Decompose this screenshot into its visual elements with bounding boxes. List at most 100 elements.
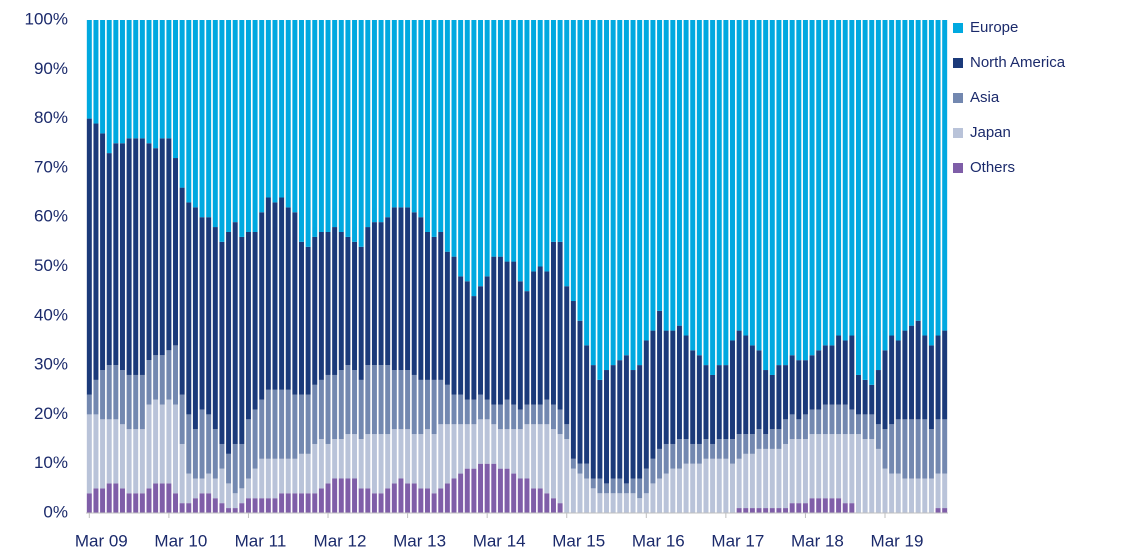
bar-segment: [663, 330, 669, 444]
bar-segment: [597, 478, 603, 494]
bar-segment: [398, 429, 404, 479]
bar-segment: [842, 340, 848, 405]
bar-segment: [411, 212, 417, 375]
bar-segment: [272, 202, 278, 390]
bar-segment: [676, 325, 682, 440]
bar-segment: [245, 478, 251, 499]
bar-segment: [928, 20, 934, 346]
bar-segment: [431, 20, 437, 237]
bar-segment: [491, 256, 497, 405]
bar-segment: [696, 443, 702, 464]
bar-segment: [411, 483, 417, 513]
bar-segment: [703, 439, 709, 459]
bar-segment: [829, 345, 835, 405]
bar-segment: [942, 419, 948, 474]
bar-segment: [617, 493, 623, 513]
bar-segment: [418, 379, 424, 435]
bar-segment: [299, 394, 304, 454]
bar-segment: [318, 20, 324, 232]
bar-segment: [411, 374, 417, 435]
bar-segment: [106, 365, 112, 420]
bar-segment: [703, 365, 709, 440]
bar-segment: [245, 231, 251, 420]
bar-segment: [186, 20, 192, 203]
bar-segment: [245, 498, 251, 513]
bar-segment: [895, 419, 901, 474]
bar-segment: [531, 424, 537, 489]
bar-segment: [239, 236, 245, 444]
bar-segment: [736, 434, 742, 459]
bar-segment: [736, 508, 742, 513]
bar-segment: [159, 483, 165, 513]
bar-segment: [464, 468, 470, 513]
legend-label: Asia: [970, 89, 1000, 106]
bar-segment: [226, 20, 232, 232]
bar-segment: [683, 439, 689, 464]
bar-segment: [749, 434, 755, 454]
bar-segment: [245, 419, 251, 479]
bar-segment: [272, 458, 278, 499]
bar-segment: [279, 197, 285, 390]
bar-segment: [265, 197, 271, 390]
bar-segment: [504, 20, 510, 262]
bar-segment: [226, 453, 232, 484]
bar-segment: [836, 404, 842, 435]
bar-segment: [139, 138, 145, 375]
bar-segment: [265, 498, 271, 513]
bar-segment: [332, 374, 338, 440]
bar-segment: [590, 365, 596, 479]
bar-segment: [524, 424, 530, 479]
bar-segment: [385, 488, 391, 513]
bar-segment: [259, 212, 265, 400]
bar-segment: [749, 20, 755, 346]
bar-segment: [789, 20, 795, 356]
bar-segment: [312, 236, 318, 385]
bar-segment: [451, 478, 457, 513]
bar-segment: [371, 365, 377, 435]
bar-segment: [730, 439, 735, 464]
bar-segment: [192, 207, 198, 430]
bar-segment: [822, 345, 828, 405]
bar-segment: [365, 227, 371, 366]
bar-segment: [491, 20, 497, 257]
y-tick-label: 60%: [34, 207, 68, 226]
bar-segment: [126, 374, 132, 430]
bar-segment: [113, 365, 119, 420]
bar-segment: [517, 281, 523, 410]
bar-segment: [212, 478, 218, 499]
bar-segment: [484, 20, 490, 277]
bar-segment: [206, 414, 212, 474]
bar-segment: [186, 414, 192, 474]
bar-segment: [710, 443, 716, 459]
bar-segment: [325, 20, 331, 232]
bar-segment: [802, 439, 808, 504]
bar-segment: [471, 468, 477, 513]
bar-segment: [451, 424, 457, 479]
bar-segment: [153, 483, 159, 513]
bar-segment: [232, 508, 238, 513]
bar-segment: [312, 384, 318, 444]
bar-segment: [809, 355, 815, 410]
bar-segment: [604, 493, 610, 513]
bar-segment: [889, 424, 895, 474]
bar-segment: [318, 488, 324, 513]
bar-segment: [86, 493, 92, 513]
bar-segment: [378, 493, 384, 513]
bar-segment: [504, 468, 510, 513]
bar-segment: [385, 434, 391, 489]
bar-segment: [816, 409, 822, 435]
bar-segment: [497, 468, 503, 513]
bar-segment: [93, 123, 99, 380]
bar-segment: [935, 335, 941, 420]
bar-segment: [252, 409, 258, 469]
bar-segment: [909, 325, 915, 420]
bar-segment: [511, 404, 517, 430]
bar-segment: [119, 488, 125, 513]
bar-segment: [259, 458, 265, 499]
bar-segment: [192, 20, 198, 208]
bar-segment: [146, 20, 152, 144]
bar-segment: [133, 20, 139, 139]
bar-segment: [199, 478, 205, 494]
bar-segment: [723, 20, 729, 366]
